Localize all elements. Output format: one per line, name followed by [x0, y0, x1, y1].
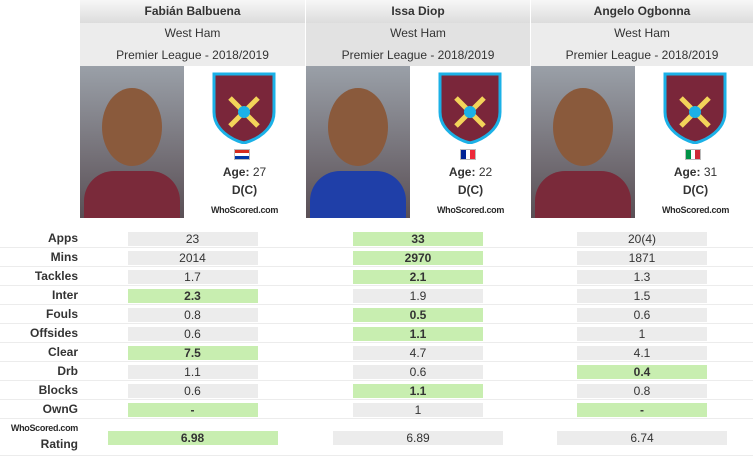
player-name: Angelo Ogbonna — [531, 0, 753, 23]
row-separator — [0, 418, 753, 419]
row-label: Blocks — [38, 383, 78, 397]
player-name: Fabián Balbuena — [80, 0, 305, 23]
stat-value: 6.89 — [333, 431, 503, 445]
league-name: Premier League - 2018/2019 — [531, 44, 753, 66]
stat-value: 0.8 — [577, 384, 707, 398]
stat-value: 6.98 — [107, 431, 278, 445]
player-photo — [80, 66, 184, 218]
stat-value: 0.6 — [577, 308, 707, 322]
whoscored-logo: WhoScored.com — [436, 205, 505, 215]
stat-value: 0.8 — [127, 308, 258, 322]
row-label: Fouls — [46, 307, 78, 321]
row-label: Clear — [47, 345, 78, 359]
flag — [234, 149, 250, 160]
age-value: 22 — [475, 165, 493, 179]
row-label: Apps — [48, 231, 78, 245]
stat-value: 1 — [353, 403, 483, 417]
player-photo — [306, 66, 410, 218]
whoscored-logo: WhoScored.com — [210, 205, 279, 215]
age-label: Age: — [448, 165, 476, 179]
photo-body — [84, 171, 180, 218]
flag — [460, 149, 476, 160]
stat-value: 4.1 — [577, 346, 707, 360]
team-name: West Ham — [531, 23, 753, 44]
stat-value: 2014 — [127, 251, 258, 265]
age-value: 27 — [249, 165, 267, 179]
stat-value: 1871 — [577, 251, 707, 265]
row-separator — [0, 380, 753, 381]
stat-value: 1.9 — [353, 289, 483, 303]
row-label: Drb — [57, 364, 78, 378]
stat-value: 7.5 — [127, 346, 258, 360]
stat-value: 0.5 — [353, 308, 483, 322]
stat-value: 1.5 — [577, 289, 707, 303]
stat-value: - — [127, 403, 258, 417]
photo-face — [102, 88, 162, 166]
row-label: Rating — [40, 437, 78, 451]
stat-value: 1.1 — [353, 384, 483, 398]
stat-value: 4.7 — [353, 346, 483, 360]
player-name: Issa Diop — [306, 0, 530, 23]
whoscored-logo: WhoScored.com — [10, 423, 78, 433]
stat-value: 0.6 — [127, 327, 258, 341]
photo-face — [328, 88, 388, 166]
player-age: Age: 27 — [184, 165, 305, 181]
stat-value: - — [577, 403, 707, 417]
age-label: Age: — [673, 165, 701, 179]
row-separator — [0, 285, 753, 286]
stat-value: 0.6 — [127, 384, 258, 398]
row-separator — [0, 323, 753, 324]
club-crest — [438, 72, 502, 144]
player-age: Age: 31 — [635, 165, 753, 181]
stat-value: 1.1 — [353, 327, 483, 341]
player-age: Age: 22 — [410, 165, 531, 181]
age-label: Age: — [222, 165, 250, 179]
photo-face — [553, 88, 613, 166]
row-label: OwnG — [42, 402, 78, 416]
stat-value: 1 — [577, 327, 707, 341]
row-separator — [0, 399, 753, 400]
row-separator — [0, 361, 753, 362]
league-name: Premier League - 2018/2019 — [306, 44, 530, 66]
team-name: West Ham — [306, 23, 530, 44]
stat-value: 0.4 — [577, 365, 707, 379]
row-label: Tackles — [34, 269, 78, 283]
stat-value: 2970 — [353, 251, 483, 265]
row-separator — [0, 247, 753, 248]
team-name: West Ham — [80, 23, 305, 44]
league-name: Premier League - 2018/2019 — [80, 44, 305, 66]
stat-value: 2.3 — [127, 289, 258, 303]
row-label: Mins — [50, 250, 78, 264]
photo-body — [310, 171, 406, 218]
player-position: D(C) — [231, 183, 258, 197]
player-position: D(C) — [682, 183, 709, 197]
player-photo — [531, 66, 635, 218]
stat-value: 33 — [353, 232, 483, 246]
club-crest — [663, 72, 727, 144]
stat-value: 23 — [127, 232, 258, 246]
stat-value: 2.1 — [353, 270, 483, 284]
whoscored-logo: WhoScored.com — [661, 205, 730, 215]
player-position: D(C) — [457, 183, 484, 197]
stat-value: 1.1 — [127, 365, 258, 379]
row-separator — [0, 266, 753, 267]
row-label: Inter — [51, 288, 78, 302]
row-separator — [0, 342, 753, 343]
row-label: Offsides — [29, 326, 78, 340]
club-crest — [212, 72, 276, 144]
flag — [685, 149, 701, 160]
stat-value: 6.74 — [557, 431, 727, 445]
photo-body — [535, 171, 631, 218]
stat-value: 20(4) — [577, 232, 707, 246]
stat-value: 0.6 — [353, 365, 483, 379]
age-value: 31 — [700, 165, 718, 179]
stat-value: 1.7 — [127, 270, 258, 284]
row-separator — [0, 304, 753, 305]
stat-value: 1.3 — [577, 270, 707, 284]
